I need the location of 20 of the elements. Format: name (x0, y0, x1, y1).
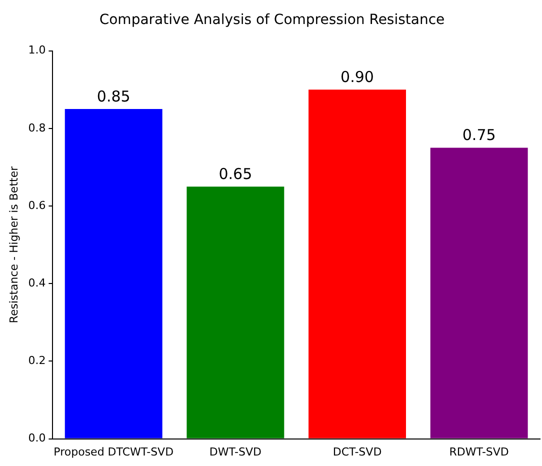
chart-title: Comparative Analysis of Compression Resistance (99, 12, 445, 28)
x-tick-label: RDWT-SVD (449, 445, 509, 458)
y-tick-label: 0.8 (28, 121, 46, 134)
data-label: 0.90 (340, 68, 374, 86)
y-tick-label: 0.4 (28, 276, 46, 290)
x-tick-label: DCT-SVD (332, 445, 382, 458)
bar (64, 109, 162, 438)
y-tick-label: 0.0 (28, 432, 46, 445)
bar (308, 90, 406, 438)
y-axis-title: Resistance - Higher is Better (7, 166, 20, 324)
x-tick-label: DWT-SVD (209, 445, 262, 458)
data-label: 0.75 (462, 126, 496, 144)
bar (186, 186, 284, 438)
x-tick-label: Proposed DTCWT-SVD (54, 445, 174, 458)
bar (430, 148, 528, 438)
data-label: 0.85 (96, 87, 130, 106)
y-tick-label: 1.0 (28, 44, 46, 57)
y-tick-label: 0.2 (28, 354, 46, 368)
data-label: 0.65 (218, 164, 252, 183)
y-tick-label: 0.6 (28, 198, 46, 212)
